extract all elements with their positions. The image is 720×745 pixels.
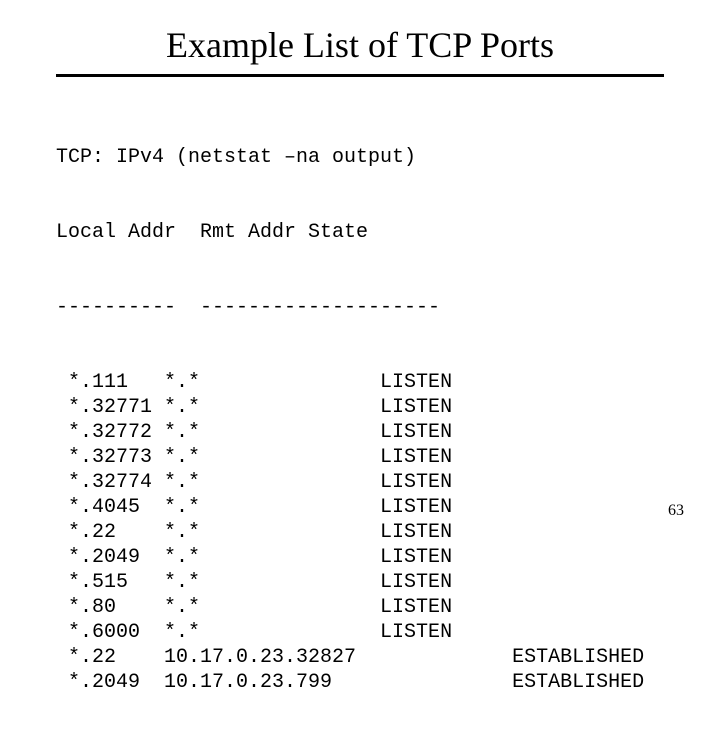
slide: Example List of TCP Ports TCP: IPv4 (net…	[0, 0, 720, 745]
terminal-rows: *.111 *.* LISTEN *.32771 *.* LISTEN *.32…	[56, 370, 664, 695]
terminal-row: *.515 *.* LISTEN	[56, 570, 664, 595]
terminal-divider: ---------- --------------------	[56, 295, 664, 320]
title-rule	[56, 74, 664, 77]
page-number: 63	[668, 502, 684, 520]
terminal-row: *.2049 10.17.0.23.799 ESTABLISHED	[56, 670, 664, 695]
terminal-row: *.6000 *.* LISTEN	[56, 620, 664, 645]
terminal-row: *.32772 *.* LISTEN	[56, 420, 664, 445]
terminal-row: *.2049 *.* LISTEN	[56, 545, 664, 570]
page-title: Example List of TCP Ports	[56, 24, 664, 66]
terminal-columns: Local Addr Rmt Addr State	[56, 220, 664, 245]
terminal-row: *.32774 *.* LISTEN	[56, 470, 664, 495]
terminal-output: TCP: IPv4 (netstat –na output) Local Add…	[56, 95, 664, 745]
terminal-row: *.32771 *.* LISTEN	[56, 395, 664, 420]
terminal-row: *.22 *.* LISTEN	[56, 520, 664, 545]
terminal-row: *.32773 *.* LISTEN	[56, 445, 664, 470]
terminal-row: *.4045 *.* LISTEN	[56, 495, 664, 520]
terminal-row: *.111 *.* LISTEN	[56, 370, 664, 395]
terminal-row: *.22 10.17.0.23.32827 ESTABLISHED	[56, 645, 664, 670]
terminal-header: TCP: IPv4 (netstat –na output)	[56, 145, 664, 170]
terminal-row: *.80 *.* LISTEN	[56, 595, 664, 620]
